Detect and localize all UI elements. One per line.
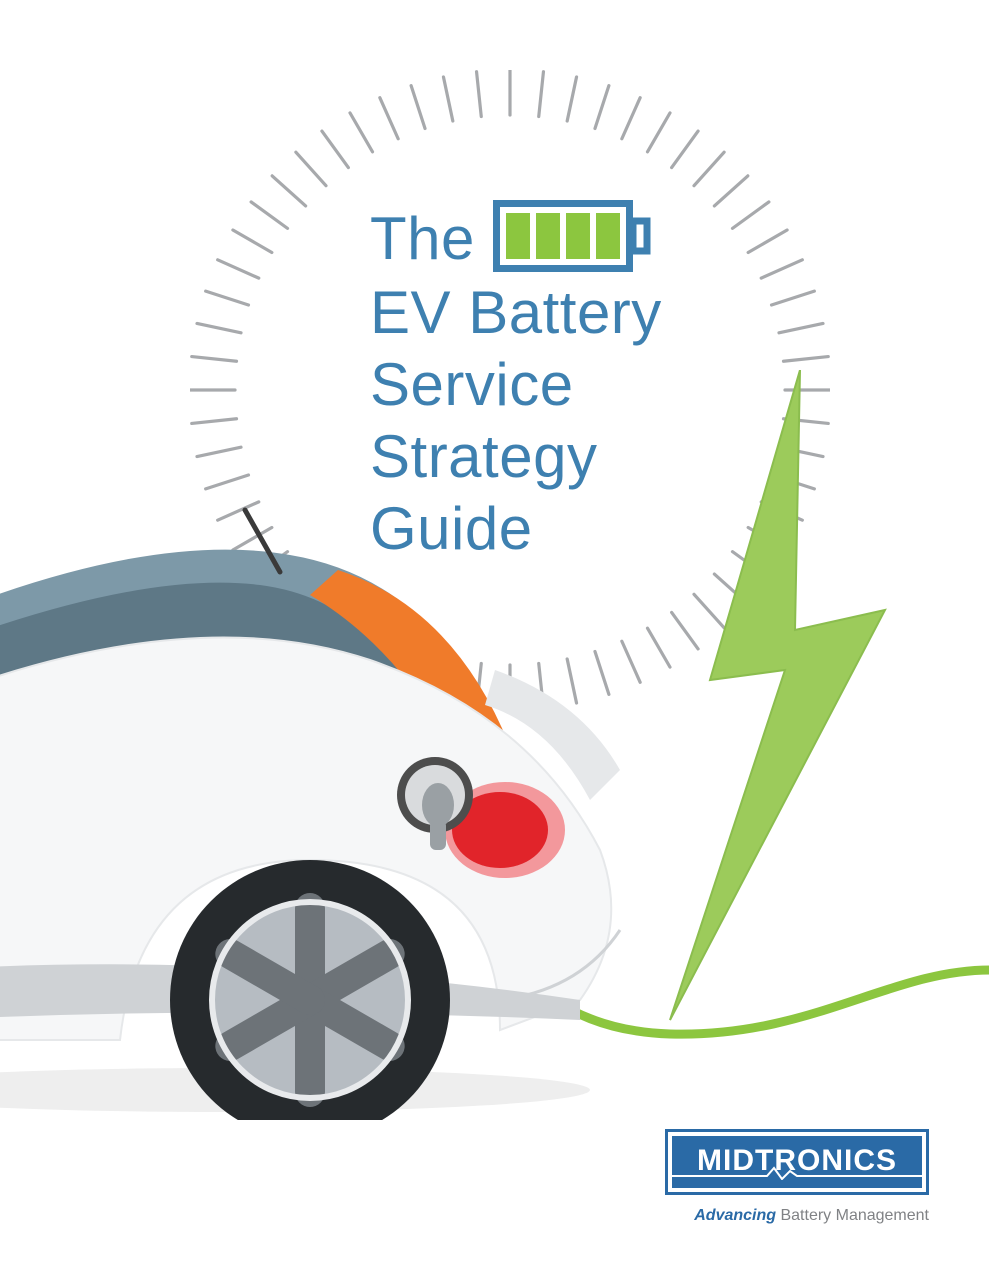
title-line-4: Strategy <box>370 421 830 493</box>
title-block: The EV BatteryServiceStrategyGuide <box>370 200 830 565</box>
ev-car-illustration <box>0 500 680 1120</box>
title-line-3: Service <box>370 349 830 421</box>
title-line-1: The <box>370 203 475 275</box>
title-line-5: Guide <box>370 493 830 565</box>
brand-name: MIDTRONICS <box>697 1144 897 1177</box>
title-line-2: EV Battery <box>370 277 830 349</box>
document-cover: The EV BatteryServiceStrategyGuide MIDTR… <box>0 0 989 1280</box>
brand-tagline: Advancing Battery Management <box>665 1207 929 1225</box>
battery-icon <box>493 200 651 277</box>
brand-logo-block: MIDTRONICS Advancing Battery Management <box>665 1129 929 1225</box>
brand-logo: MIDTRONICS <box>665 1129 929 1195</box>
